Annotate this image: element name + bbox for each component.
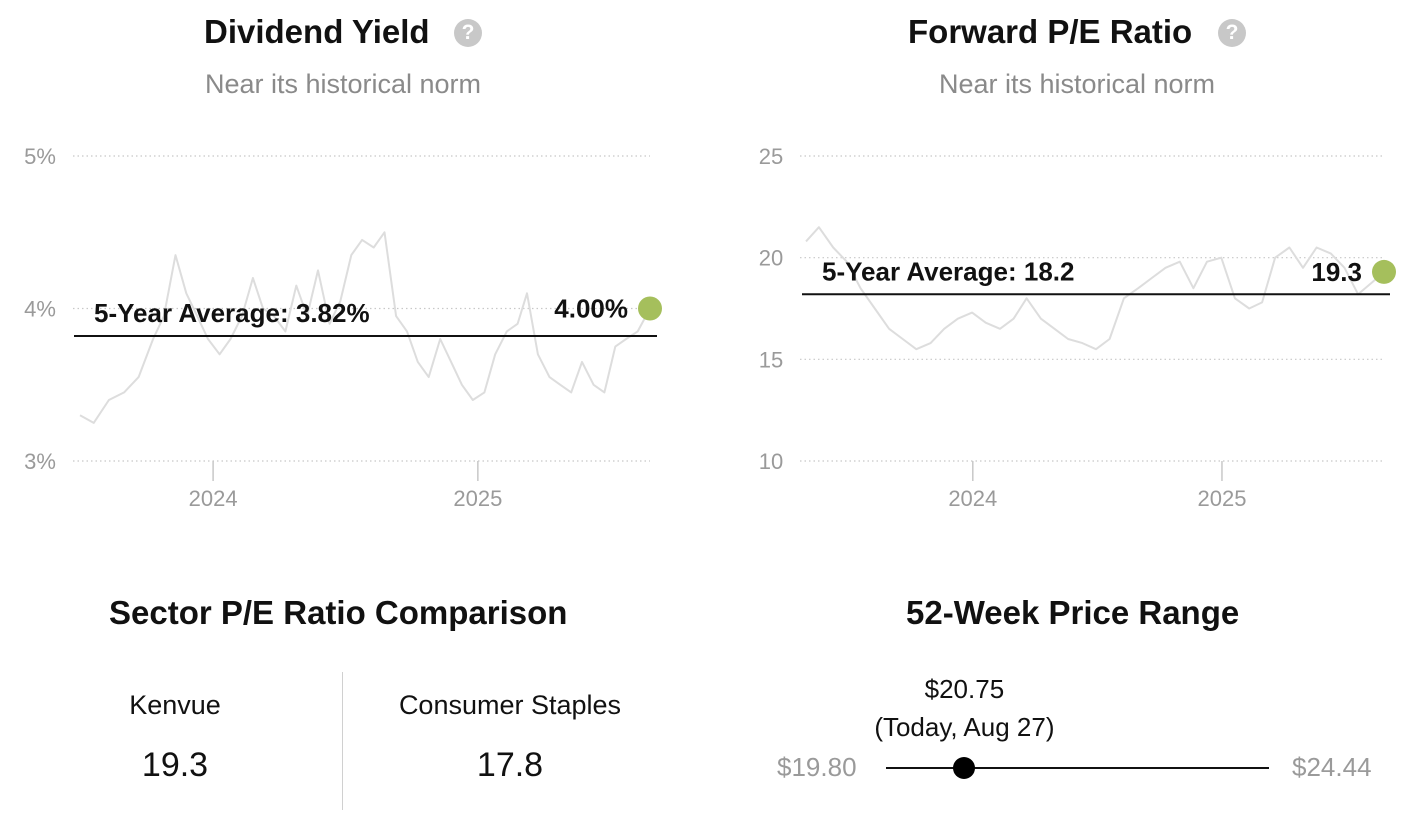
dividend-yield-subtitle: Near its historical norm: [204, 69, 482, 99]
dividend-yield-x-tick-label: 2025: [453, 486, 502, 511]
sector-industry-value: 17.8: [476, 746, 544, 784]
forward-pe-x-tick-label: 2025: [1197, 486, 1246, 511]
forward-pe-current-value-label: 19.3: [1311, 257, 1362, 287]
dividend-yield-title: Dividend Yield: [204, 13, 430, 50]
dividend-yield-help-icon[interactable]: ?: [454, 19, 482, 47]
sector-industry-name: Consumer Staples: [398, 690, 622, 720]
dividend-yield-x-tick-label: 2024: [189, 486, 238, 511]
price-range-title: 52-Week Price Range: [906, 594, 1240, 631]
dividend-yield-y-tick-label: 3%: [24, 449, 56, 474]
forward-pe-x-tick-label: 2024: [948, 486, 997, 511]
forward-pe-y-tick-label: 10: [759, 449, 783, 474]
forward-pe-y-tick-label: 15: [759, 347, 783, 372]
price-range-track: [886, 767, 1269, 769]
forward-pe-series-line: [805, 226, 1385, 351]
dividend-yield-average-label: 5-Year Average: 3.82%: [94, 298, 370, 328]
price-range-current-value: $20.75: [924, 674, 1005, 704]
forward-pe-current-marker: [1372, 259, 1396, 284]
dividend-yield-current-value-label: 4.00%: [554, 294, 628, 324]
dividend-yield-series-line: [79, 231, 651, 424]
forward-pe-y-tick-label: 25: [759, 144, 783, 169]
sector-company-value: 19.3: [141, 746, 209, 784]
price-range-high-label: $24.44: [1292, 752, 1372, 782]
forward-pe-title: Forward P/E Ratio: [908, 13, 1193, 50]
price-range-marker: [953, 757, 976, 779]
dividend-yield-y-tick-label: 4%: [24, 297, 56, 322]
dividend-yield-y-tick-label: 5%: [24, 144, 56, 169]
sector-company-name: Kenvue: [129, 690, 221, 720]
forward-pe-average-label: 5-Year Average: 18.2: [822, 256, 1074, 286]
dividend-yield-current-marker: [638, 296, 662, 321]
forward-pe-help-icon[interactable]: ?: [1218, 19, 1246, 47]
dividend-yield-chart: 3% 4% 5% 2024 2025 5-Year Average: 3.82% 4.00%: [24, 144, 662, 511]
sector-comparison-title: Sector P/E Ratio Comparison: [109, 594, 568, 631]
sector-divider: [342, 672, 343, 810]
price-range-current-note: (Today, Aug 27): [874, 712, 1055, 742]
price-range-low-label: $19.80: [777, 752, 857, 782]
forward-pe-y-tick-label: 20: [759, 246, 783, 271]
forward-pe-subtitle: Near its historical norm: [938, 69, 1216, 99]
price-range-current-label: $20.75 (Today, Aug 27): [814, 670, 1114, 746]
